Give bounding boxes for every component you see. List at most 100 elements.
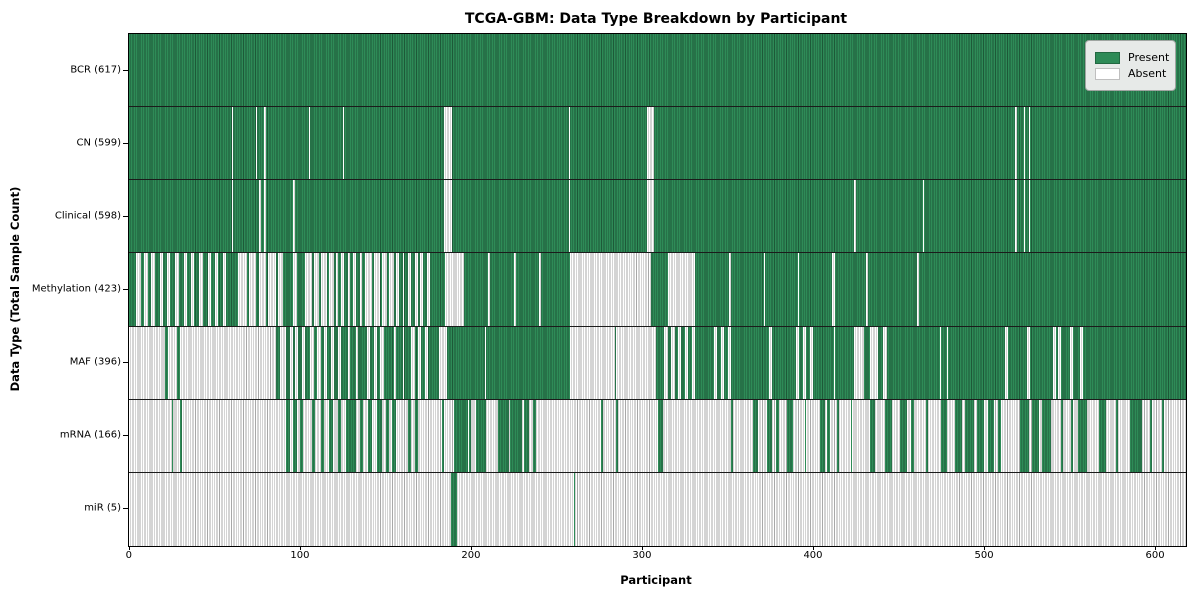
heatmap-segment-absent (671, 326, 675, 399)
x-tick-mark (128, 546, 130, 550)
heatmap-segment-absent (223, 253, 227, 326)
heatmap-segment-absent (513, 253, 516, 326)
heatmap-segment-present (312, 399, 316, 472)
heatmap-segment-absent (1028, 180, 1031, 253)
heatmap-segment-absent (248, 253, 256, 326)
heatmap-segment-absent (347, 326, 350, 399)
heatmap-segment-absent (382, 253, 388, 326)
heatmap-segment-present (977, 399, 985, 472)
x-tick-mark (1155, 546, 1157, 550)
heatmap-segment-absent (144, 253, 148, 326)
heatmap-segment-absent (330, 326, 335, 399)
heatmap-segment-present (601, 399, 603, 472)
heatmap-row-cn (129, 107, 1186, 181)
heatmap-segment-absent (180, 326, 277, 399)
y-tick-mark (123, 362, 128, 364)
heatmap-segment-absent (199, 253, 203, 326)
heatmap-segment-absent (1023, 107, 1026, 180)
heatmap-segment-absent (255, 107, 258, 180)
y-tick-mark (123, 508, 128, 510)
heatmap-segment-present (346, 399, 357, 472)
x-tick-label-200: 200 (461, 550, 481, 561)
heatmap-segment-absent (763, 253, 766, 326)
x-tick-label-400: 400 (803, 550, 823, 561)
heatmap-row-maf (129, 326, 1186, 400)
heatmap-segment-absent (277, 253, 283, 326)
heatmap-segment-absent (922, 180, 925, 253)
heatmap-segment-present (900, 399, 908, 472)
heatmap-segment-absent (866, 253, 868, 326)
heatmap-segment-present (407, 399, 412, 472)
y-tick-mark (123, 142, 128, 144)
heatmap-segment-absent (365, 253, 372, 326)
heatmap-segment-absent (356, 326, 359, 399)
heatmap-segment-present (1078, 399, 1087, 472)
heatmap-segment-absent (335, 253, 338, 326)
legend-swatch-present (1095, 51, 1120, 64)
heatmap-segment-present (965, 399, 974, 472)
heatmap-segment-absent (402, 253, 405, 326)
heatmap-segment-absent (308, 107, 311, 180)
heatmap-segment-absent (293, 180, 295, 253)
heatmap-segment-absent (323, 326, 328, 399)
heatmap-segment-absent (667, 253, 696, 326)
heatmap-segment-present (300, 399, 304, 472)
heatmap-segment-present (453, 399, 468, 472)
heatmap-segment-absent (366, 326, 371, 399)
heatmap-segment-absent (373, 326, 377, 399)
y-tick-label-mir: miR (5) (84, 502, 121, 514)
x-tick-label-600: 600 (1145, 550, 1165, 561)
heatmap-segment-absent (313, 253, 319, 326)
heatmap-segment-absent (445, 253, 465, 326)
heatmap-segment-absent (1014, 107, 1017, 180)
heatmap-segment-present (850, 399, 853, 472)
heatmap-segment-absent (414, 253, 419, 326)
heatmap-segment-present (753, 399, 759, 472)
heatmap-segment-absent (373, 253, 381, 326)
y-tick-label-clinical: Clinical (598) (54, 210, 121, 222)
chart-title: TCGA-GBM: Data Type Breakdown by Partici… (464, 11, 848, 27)
heatmap-segment-present (926, 399, 928, 472)
y-tick-label-cn: CN (599) (76, 137, 121, 149)
heatmap-segment-present (385, 399, 389, 472)
heatmap-segment-present (1162, 399, 1164, 472)
heatmap-segment-present (1150, 399, 1152, 472)
heatmap-segment-absent (214, 253, 218, 326)
heatmap-segment-absent (809, 326, 814, 399)
heatmap-segment-absent (720, 326, 725, 399)
heatmap-segment-absent (1023, 180, 1026, 253)
heatmap-segment-absent (568, 107, 571, 180)
heatmap-segment-present (1115, 399, 1118, 472)
heatmap-segment-absent (320, 253, 328, 326)
heatmap-segment-present (286, 399, 290, 472)
heatmap-segment-absent (411, 326, 415, 399)
y-tick-mark (123, 69, 128, 71)
heatmap-segment-absent (616, 326, 656, 399)
heatmap-segment-absent (329, 253, 335, 326)
heatmap-segment-present (359, 399, 364, 472)
heatmap-segment-absent (353, 253, 357, 326)
heatmap-segment-present (1061, 399, 1063, 472)
heatmap-segment-absent (418, 326, 422, 399)
heatmap-segment-absent (831, 253, 836, 326)
heatmap-segment-absent (647, 107, 655, 180)
heatmap-segment-absent (727, 326, 732, 399)
heatmap-segment-absent (647, 180, 655, 253)
heatmap-segment-absent (568, 180, 571, 253)
heatmap-segment-absent (729, 253, 732, 326)
heatmap-segment-present (1032, 399, 1039, 472)
heatmap-segment-present (616, 399, 619, 472)
heatmap-segment-absent (279, 326, 287, 399)
heatmap-segment-absent (854, 180, 856, 253)
heatmap-segment-present (524, 399, 530, 472)
heatmap-segment-absent (424, 326, 429, 399)
heatmap-segment-absent (342, 107, 345, 180)
legend-entry-absent: Absent (1095, 67, 1166, 80)
x-tick-label-300: 300 (632, 550, 652, 561)
heatmap-segment-absent (1026, 326, 1031, 399)
heatmap-segment-absent (684, 326, 689, 399)
heatmap-segment-absent (231, 107, 234, 180)
heatmap-row-methylation (129, 253, 1186, 327)
heatmap-segment-present (1071, 399, 1074, 472)
heatmap-segment-absent (207, 253, 212, 326)
